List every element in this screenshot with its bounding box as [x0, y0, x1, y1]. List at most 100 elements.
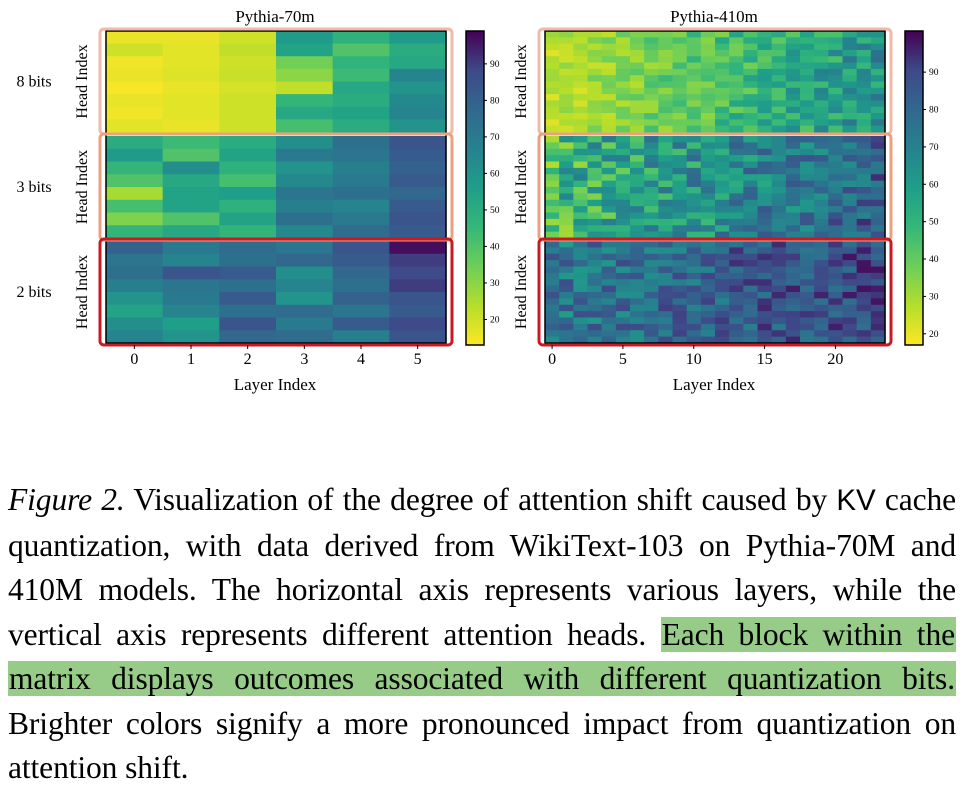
- heatmap-cell: [785, 231, 801, 239]
- heatmap-cell: [644, 31, 659, 38]
- heatmap-cell: [814, 285, 829, 293]
- heatmap-cell: [757, 218, 773, 226]
- heatmap-cell: [814, 136, 829, 143]
- heatmap-cell: [814, 43, 829, 51]
- heatmap-cell: [814, 304, 829, 312]
- heatmap-cell: [814, 100, 829, 108]
- heatmap-cell: [800, 113, 815, 120]
- heatmap-cell: [219, 225, 277, 239]
- heatmap-cell: [856, 106, 872, 114]
- heatmap-cell: [559, 148, 574, 156]
- heatmap-cell: [828, 317, 844, 325]
- heatmap-cell: [800, 43, 815, 51]
- heatmap-cell: [771, 323, 787, 331]
- heatmap-cell: [800, 218, 815, 226]
- heatmap-cell: [686, 94, 702, 102]
- heatmap-cell: [785, 253, 801, 261]
- heatmap-cell: [615, 272, 631, 280]
- group-frame-2-bits: [98, 237, 454, 347]
- heatmap-cell: [559, 106, 574, 114]
- heatmap-cell: [771, 136, 787, 143]
- heatmap-cell: [332, 31, 390, 45]
- heatmap-cell: [615, 136, 631, 143]
- heatmap-cell: [106, 119, 164, 133]
- heatmap-cell: [644, 56, 659, 64]
- heatmap-cell: [757, 266, 773, 274]
- heatmap-cell: [587, 37, 603, 45]
- heatmap-cell: [615, 323, 631, 331]
- heatmap-cell: [219, 68, 277, 83]
- heatmap-cell: [771, 62, 787, 70]
- heatmap-cell: [658, 94, 674, 102]
- heatmap-cell: [601, 62, 617, 70]
- heatmap-cell: [658, 225, 674, 233]
- heatmap-cell: [332, 212, 390, 226]
- heatmap-cell: [856, 49, 872, 57]
- heatmap-cell: [630, 81, 645, 89]
- heatmap-cell: [785, 106, 801, 114]
- heatmap-cell: [743, 317, 759, 325]
- heatmap-cell: [601, 81, 617, 89]
- heatmap-cell: [828, 81, 844, 89]
- heatmap-cell: [630, 266, 645, 274]
- heatmap-cell: [276, 304, 334, 319]
- heatmap-cell: [771, 279, 787, 287]
- x-tick-label: 10: [686, 351, 702, 368]
- heatmap-cell: [686, 311, 702, 319]
- heatmap-cell: [771, 199, 787, 207]
- heatmap-cell: [276, 94, 334, 108]
- heatmap-cell: [615, 31, 631, 38]
- heatmap-cell: [658, 193, 674, 201]
- heatmap-cell: [870, 43, 886, 51]
- heatmap-cell: [601, 285, 617, 293]
- heatmap-cell: [672, 253, 688, 261]
- heatmap-cell: [785, 161, 801, 169]
- heatmap-cell: [559, 155, 574, 163]
- heatmap-cell: [856, 31, 872, 38]
- heatmap-cell: [644, 292, 659, 299]
- heatmap-cell: [644, 106, 659, 114]
- heatmap-cell: [757, 212, 773, 220]
- heatmap-cell: [615, 279, 631, 287]
- heatmap-cell: [587, 279, 603, 287]
- heatmap-cell: [715, 285, 730, 293]
- heatmap-cell: [587, 94, 603, 102]
- heatmap-cell: [757, 187, 773, 194]
- figure-canvas: Pythia-70m 0 1 2 3 4 5 Layer Index Head Index…: [16, 7, 938, 394]
- heatmap-cell: [800, 161, 815, 169]
- heatmap-cell: [828, 43, 844, 51]
- heatmap-cell: [559, 62, 574, 70]
- heatmap-cell: [828, 161, 844, 169]
- heatmap-cell: [573, 253, 589, 261]
- heatmap-cell: [601, 323, 617, 331]
- heatmap-cell: [615, 336, 631, 344]
- heatmap-cell: [630, 148, 645, 156]
- heatmap-cell: [276, 253, 334, 268]
- heatmap-cell: [757, 68, 773, 76]
- heatmap-cell: [587, 136, 603, 143]
- heatmap-pythia-70m: Pythia-70m 0 1 2 3 4 5 Layer Index Head Index…: [16, 7, 499, 394]
- heatmap-cell: [587, 336, 603, 344]
- heatmap-cell: [757, 81, 773, 89]
- heatmap-cell: [686, 87, 702, 95]
- heatmap-cell: [743, 272, 759, 280]
- heatmap-cell: [644, 285, 659, 293]
- heatmap-cell: [743, 187, 759, 194]
- heatmap-cell: [630, 100, 645, 108]
- heatmap-cell: [658, 136, 674, 143]
- heatmap-cell: [332, 56, 390, 70]
- heatmap-cell: [757, 304, 773, 312]
- heatmap-cell: [545, 212, 560, 220]
- heatmap-cell: [276, 148, 334, 163]
- heatmap-cell: [672, 94, 688, 102]
- heatmap-cell: [644, 336, 659, 344]
- heatmap-cell: [729, 247, 744, 255]
- heatmap-cell: [615, 225, 631, 233]
- heatmap-cell: [162, 279, 220, 293]
- heatmap-cell: [644, 155, 659, 163]
- heatmap-cell: [856, 142, 872, 150]
- heatmap-cell: [771, 193, 787, 201]
- heatmap-cell: [870, 266, 886, 274]
- heatmap-cell: [601, 180, 617, 188]
- heatmap-cell: [870, 272, 886, 280]
